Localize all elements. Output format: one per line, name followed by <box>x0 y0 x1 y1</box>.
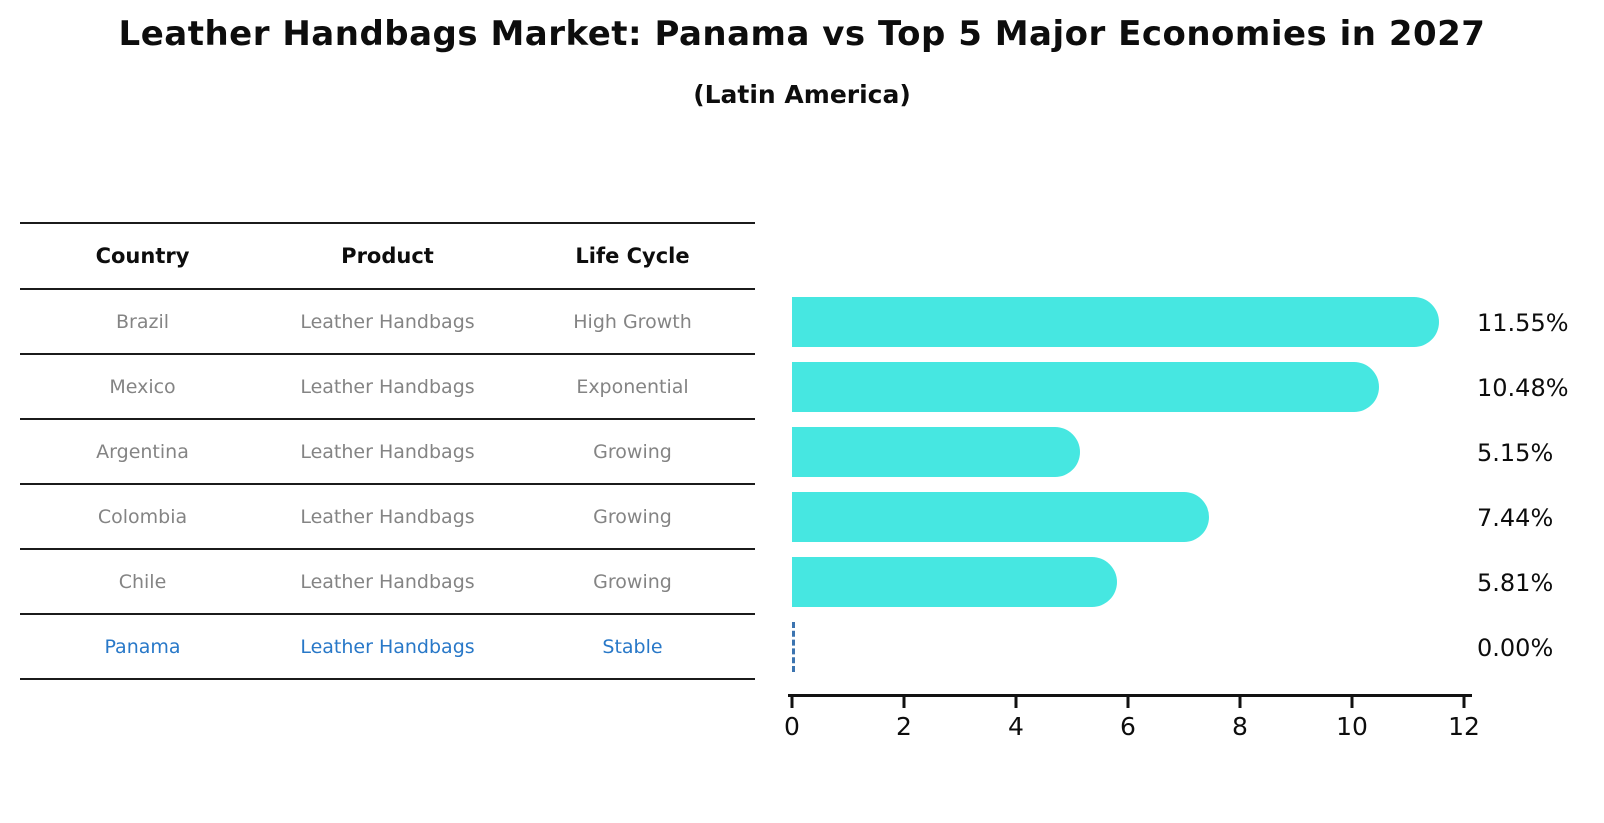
product-cell: Leather Handbags <box>300 570 475 593</box>
table-row-colombia: Colombia Leather Handbags Growing <box>20 485 755 550</box>
chart-row-mexico: 10.48% <box>792 355 1604 420</box>
product-cell: Leather Handbags <box>300 375 475 398</box>
life-cycle-cell: Growing <box>593 570 672 593</box>
x-tick-4 <box>1014 697 1018 708</box>
table-body: Brazil Leather Handbags High Growth Mexico L… <box>20 290 755 680</box>
x-axis-line <box>788 694 1472 697</box>
x-tick-0 <box>790 697 794 708</box>
table-header-country: Country <box>95 244 190 268</box>
product-cell: Leather Handbags <box>300 440 475 463</box>
x-tick-label-12: 12 <box>1448 712 1480 741</box>
chart-row-chile: 5.81% <box>792 550 1604 615</box>
value-label-panama: 0.00% <box>1477 633 1554 662</box>
value-label-brazil: 11.55% <box>1477 308 1569 337</box>
table-header-product: Product <box>341 244 434 268</box>
chart-subtitle: (Latin America) <box>693 80 911 109</box>
value-label-argentina: 5.15% <box>1477 438 1554 467</box>
table-row-chile: Chile Leather Handbags Growing <box>20 550 755 615</box>
table-header-row: Country Product Life Cycle <box>20 222 755 290</box>
life-cycle-cell: High Growth <box>573 310 692 333</box>
value-label-colombia: 7.44% <box>1477 503 1554 532</box>
table-row-mexico: Mexico Leather Handbags Exponential <box>20 355 755 420</box>
x-tick-6 <box>1126 697 1130 708</box>
x-tick-label-0: 0 <box>784 712 800 741</box>
zero-marker-panama <box>792 622 795 672</box>
x-tick-label-8: 8 <box>1232 712 1248 741</box>
x-tick-label-2: 2 <box>896 712 912 741</box>
life-cycle-cell: Growing <box>593 440 672 463</box>
table-header-life-cycle: Life Cycle <box>575 244 690 268</box>
bar-argentina <box>792 427 1080 477</box>
value-label-mexico: 10.48% <box>1477 373 1569 402</box>
x-tick-label-10: 10 <box>1336 712 1368 741</box>
country-cell: Colombia <box>97 505 188 528</box>
life-cycle-cell: Stable <box>602 635 663 658</box>
country-cell: Panama <box>104 635 181 658</box>
country-cell: Mexico <box>109 375 176 398</box>
chart-row-brazil: 11.55% <box>792 290 1604 355</box>
country-cell: Chile <box>118 570 167 593</box>
bar-chile <box>792 557 1117 607</box>
table-row-panama: Panama Leather Handbags Stable <box>20 615 755 680</box>
life-cycle-cell: Exponential <box>576 375 689 398</box>
table-row-brazil: Brazil Leather Handbags High Growth <box>20 290 755 355</box>
x-tick-8 <box>1238 697 1242 708</box>
x-tick-2 <box>902 697 906 708</box>
product-cell: Leather Handbags <box>300 310 475 333</box>
x-axis: 0 2 4 6 8 10 12 <box>784 694 1492 754</box>
bar-brazil <box>792 297 1439 347</box>
chart-title: Leather Handbags Market: Panama vs Top 5… <box>118 14 1486 54</box>
x-tick-label-6: 6 <box>1120 712 1136 741</box>
product-cell: Leather Handbags <box>300 505 475 528</box>
life-cycle-cell: Growing <box>593 505 672 528</box>
bar-mexico <box>792 362 1379 412</box>
x-tick-label-4: 4 <box>1008 712 1024 741</box>
chart-row-colombia: 7.44% <box>792 485 1604 550</box>
value-label-chile: 5.81% <box>1477 568 1554 597</box>
country-cell: Brazil <box>115 310 170 333</box>
chart-row-argentina: 5.15% <box>792 420 1604 485</box>
chart-row-panama: 0.00% <box>792 615 1604 680</box>
table-row-argentina: Argentina Leather Handbags Growing <box>20 420 755 485</box>
country-table: Country Product Life Cycle Brazil Leather… <box>20 222 755 680</box>
x-tick-12 <box>1462 697 1466 708</box>
x-tick-10 <box>1350 697 1354 708</box>
product-cell: Leather Handbags <box>300 635 475 658</box>
bar-colombia <box>792 492 1209 542</box>
country-cell: Argentina <box>96 440 189 463</box>
